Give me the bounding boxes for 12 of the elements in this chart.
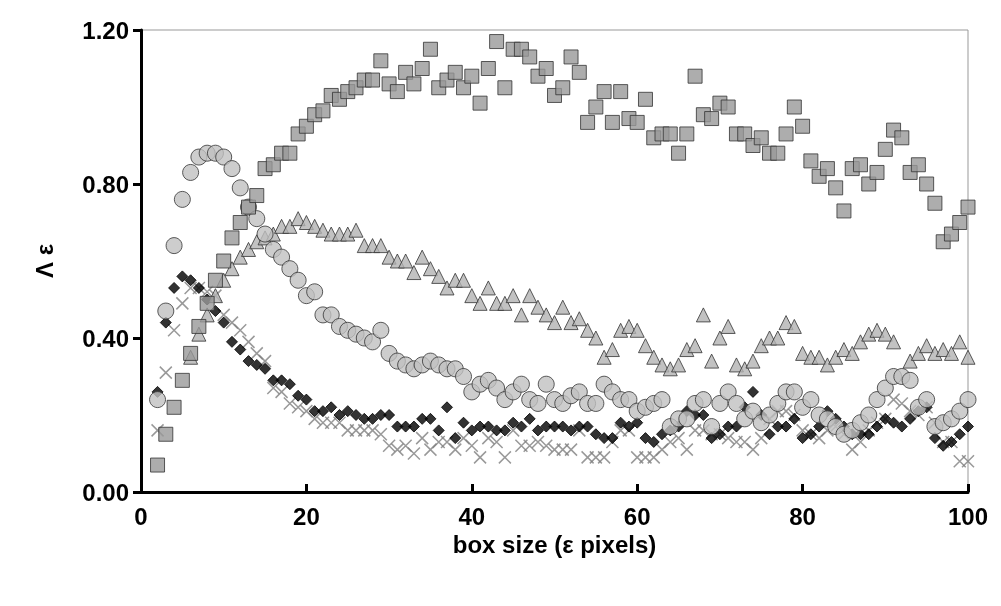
y-tick-label: 1.20 xyxy=(82,16,129,44)
x-tick-label: 0 xyxy=(134,502,148,530)
y-tick-label: 0.80 xyxy=(82,170,129,198)
x-tick-label: 40 xyxy=(458,502,486,530)
x-axis-title: box size (ε pixels) xyxy=(452,531,657,559)
x-tick-label: 60 xyxy=(623,502,651,530)
y-tick-label: 0.00 xyxy=(82,478,129,506)
x-tick-label: 80 xyxy=(789,502,816,530)
x-tick-label: 20 xyxy=(293,502,320,530)
y-axis-title: Λ ε xyxy=(30,243,58,279)
y-tick-label: 0.40 xyxy=(82,324,129,352)
x-tick-label: 100 xyxy=(947,502,989,530)
